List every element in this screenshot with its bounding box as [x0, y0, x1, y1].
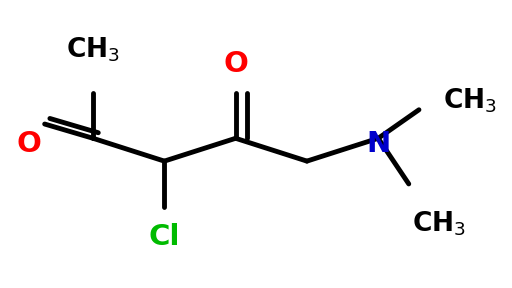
- Text: CH$_3$: CH$_3$: [66, 36, 120, 64]
- Text: N: N: [366, 130, 390, 158]
- Text: CH$_3$: CH$_3$: [412, 210, 466, 238]
- Text: Cl: Cl: [148, 223, 180, 251]
- Text: O: O: [17, 130, 42, 158]
- Text: CH$_3$: CH$_3$: [443, 87, 497, 115]
- Text: O: O: [223, 50, 248, 78]
